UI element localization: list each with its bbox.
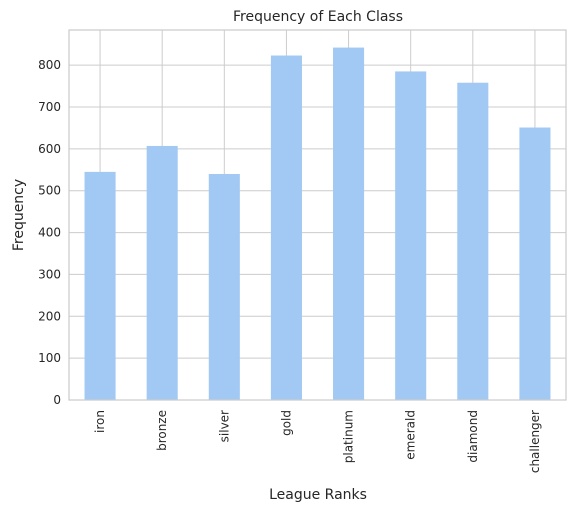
x-tick-label-challenger: challenger <box>528 410 542 473</box>
bar-diamond <box>457 83 488 400</box>
y-tick-label: 500 <box>38 184 61 198</box>
y-tick-label: 100 <box>38 351 61 365</box>
bar-silver <box>209 174 240 400</box>
x-tick-label-gold: gold <box>279 410 293 436</box>
grid-layer <box>69 30 566 400</box>
y-tick-label: 700 <box>38 100 61 114</box>
x-tick-label-bronze: bronze <box>155 410 169 451</box>
bar-challenger <box>519 128 550 400</box>
y-tick-label: 200 <box>38 309 61 323</box>
y-tick-label: 300 <box>38 267 61 281</box>
y-axis-label: Frequency <box>11 179 27 251</box>
x-tick-label-diamond: diamond <box>466 410 480 463</box>
y-tick-label: 400 <box>38 226 61 240</box>
plot-frame <box>69 30 566 400</box>
bar-gold <box>271 56 302 400</box>
bar-platinum <box>333 48 364 400</box>
y-tick-labels: 0 100 200 300 400 500 600 700 800 <box>38 58 61 407</box>
y-tick-label: 600 <box>38 142 61 156</box>
bars-layer <box>85 48 551 400</box>
x-tick-label-platinum: platinum <box>342 410 356 463</box>
y-tick-label: 800 <box>38 58 61 72</box>
x-tick-label-iron: iron <box>93 410 107 433</box>
x-tick-label-silver: silver <box>217 410 231 442</box>
chart-title: Frequency of Each Class <box>233 9 403 25</box>
x-tick-labels: iron bronze silver gold platinum emerald diamo… <box>93 410 542 473</box>
x-axis-label: League Ranks <box>269 487 367 503</box>
bar-emerald <box>395 71 426 400</box>
bar-bronze <box>147 146 178 400</box>
x-tick-label-emerald: emerald <box>404 410 418 460</box>
y-tick-label: 0 <box>53 393 61 407</box>
bar-iron <box>85 172 116 400</box>
